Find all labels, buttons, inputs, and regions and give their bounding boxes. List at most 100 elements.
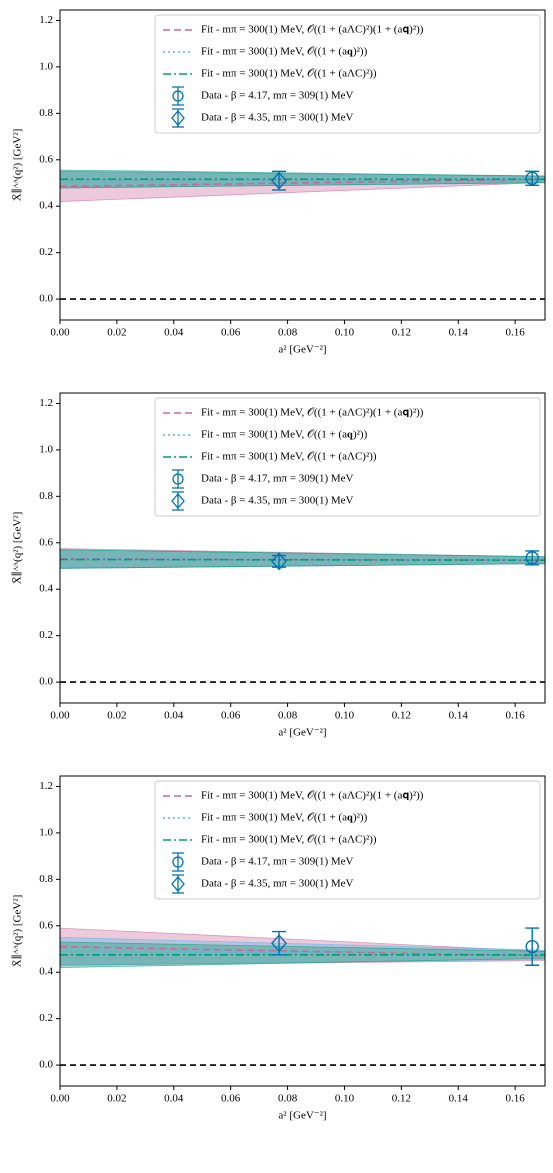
fit-line: [59, 178, 546, 188]
x-tick-label: 0.02: [107, 710, 126, 722]
x-tick-label: 0.10: [335, 327, 355, 339]
y-axis-label: X̄∥ᴬᴬ(q²) [GeV²]: [11, 512, 24, 585]
y-tick-label: 0.6: [39, 536, 53, 548]
y-tick-label: 0.8: [39, 873, 53, 885]
y-tick-label: 0.2: [39, 629, 53, 641]
legend-label: Data - β = 4.17, mπ = 309(1) MeV: [201, 856, 354, 868]
x-tick-label: 0.08: [278, 710, 298, 722]
y-tick-label: 0.0: [39, 1059, 53, 1071]
legend-label: Fit - mπ = 300(1) MeV, 𝒪((1 + (a𝐪)²)): [201, 812, 368, 824]
x-tick-label: 0.04: [164, 710, 184, 722]
error-bar: [272, 554, 287, 568]
legend-swatch: [171, 493, 185, 509]
legend-label: Data - β = 4.35, mπ = 300(1) MeV: [201, 878, 354, 890]
legend-box: [154, 14, 541, 134]
x-tick-label: 0.12: [392, 710, 411, 722]
plot-frame: [59, 775, 546, 1087]
legend-swatch: [171, 110, 185, 126]
legend-label: Data - β = 4.17, mπ = 309(1) MeV: [201, 90, 354, 102]
error-bar: [272, 170, 287, 191]
legend-swatch: [172, 108, 184, 128]
y-tick-label: 0.4: [39, 583, 53, 595]
y-tick-label: 0.6: [39, 153, 53, 165]
data-point: [271, 552, 287, 571]
legend-label: Data - β = 4.17, mπ = 309(1) MeV: [201, 473, 354, 485]
x-tick-label: 0.00: [50, 710, 70, 722]
x-tick-label: 0.12: [392, 327, 411, 339]
y-tick-label: 0.8: [39, 490, 53, 502]
y-tick-label: 0.2: [39, 246, 53, 258]
legend-label: Fit - mπ = 300(1) MeV, 𝒪((1 + (aΛC)²)(1 …: [201, 407, 424, 419]
x-tick-label: 0.14: [449, 1093, 469, 1105]
legend-swatch: [172, 90, 184, 102]
data-point: [271, 171, 287, 190]
x-tick-label: 0.00: [50, 327, 70, 339]
x-tick-label: 0.08: [278, 327, 298, 339]
legend-swatch: [172, 852, 184, 872]
legend-swatch: [172, 491, 184, 511]
x-tick-label: 0.02: [107, 327, 126, 339]
x-tick-label: 0.02: [107, 1093, 126, 1105]
x-axis-label: a² [GeV⁻²]: [278, 727, 326, 739]
x-tick-label: 0.04: [164, 1093, 184, 1105]
x-axis-label: a² [GeV⁻²]: [278, 1110, 326, 1122]
error-bar: [525, 927, 540, 966]
x-tick-label: 0.06: [221, 710, 241, 722]
legend-label: Fit - mπ = 300(1) MeV, 𝒪((1 + (aΛC)²)): [201, 834, 377, 846]
y-tick-label: 0.2: [39, 1012, 53, 1024]
y-axis-label: X̄∥ᴬᴬ(q²) [GeV²]: [11, 129, 24, 202]
legend-swatch: [172, 874, 184, 894]
x-tick-label: 0.08: [278, 1093, 298, 1105]
x-tick-label: 0.10: [335, 1093, 355, 1105]
fit-line: [59, 950, 546, 956]
y-tick-label: 0.4: [39, 966, 53, 978]
x-tick-label: 0.06: [221, 327, 241, 339]
legend-label: Fit - mπ = 300(1) MeV, 𝒪((1 + (aΛC)²)(1 …: [201, 790, 424, 802]
legend-swatch: [172, 473, 184, 485]
y-tick-label: 0.4: [39, 200, 53, 212]
legend-label: Data - β = 4.35, mπ = 300(1) MeV: [201, 495, 354, 507]
y-tick-label: 1.0: [39, 826, 53, 838]
x-tick-label: 0.06: [221, 1093, 241, 1105]
y-tick-label: 1.2: [39, 780, 53, 792]
y-tick-label: 1.2: [39, 397, 53, 409]
legend-box: [154, 397, 541, 517]
data-point: [525, 171, 539, 186]
x-tick-label: 0.12: [392, 1093, 411, 1105]
x-tick-label: 0.14: [449, 327, 469, 339]
x-tick-label: 0.00: [50, 1093, 70, 1105]
x-axis-label: a² [GeV⁻²]: [278, 344, 326, 356]
data-point: [525, 551, 539, 565]
y-tick-label: 1.0: [39, 443, 53, 455]
plot-frame: [59, 392, 546, 704]
y-tick-label: 0.0: [39, 293, 53, 305]
legend-label: Data - β = 4.35, mπ = 300(1) MeV: [201, 112, 354, 124]
x-tick-label: 0.04: [164, 327, 184, 339]
y-tick-label: 0.6: [39, 919, 53, 931]
legend-swatch: [172, 86, 184, 106]
x-tick-label: 0.16: [506, 1093, 526, 1105]
error-bar: [525, 170, 540, 187]
x-tick-label: 0.10: [335, 710, 355, 722]
y-tick-label: 1.2: [39, 14, 53, 26]
legend-label: Fit - mπ = 300(1) MeV, 𝒪((1 + (a𝐪)²)): [201, 429, 368, 441]
x-tick-label: 0.16: [506, 327, 526, 339]
y-tick-label: 0.0: [39, 676, 53, 688]
legend-label: Fit - mπ = 300(1) MeV, 𝒪((1 + (aΛC)²)): [201, 451, 377, 463]
data-point: [271, 934, 287, 953]
legend-swatch: [172, 469, 184, 489]
legend-label: Fit - mπ = 300(1) MeV, 𝒪((1 + (a𝐪)²)): [201, 46, 368, 58]
legend-label: Fit - mπ = 300(1) MeV, 𝒪((1 + (aΛC)²)(1 …: [201, 24, 424, 36]
fit-line: [59, 558, 546, 561]
legend-label: Fit - mπ = 300(1) MeV, 𝒪((1 + (aΛC)²)): [201, 68, 377, 80]
fit-line: [59, 945, 546, 957]
x-tick-label: 0.14: [449, 710, 469, 722]
x-tick-label: 0.16: [506, 710, 526, 722]
legend-swatch: [171, 876, 185, 892]
y-tick-label: 1.0: [39, 60, 53, 72]
error-bar: [525, 550, 540, 566]
legend-box: [154, 780, 541, 900]
y-axis-label: X̄∥ᴬᴬ(q²) [GeV²]: [11, 895, 24, 968]
